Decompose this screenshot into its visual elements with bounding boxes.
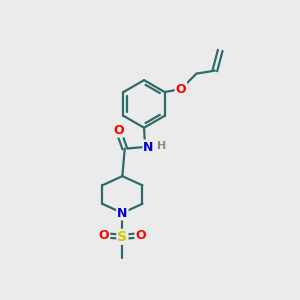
Text: H: H <box>157 141 167 152</box>
Text: S: S <box>117 230 128 244</box>
Text: O: O <box>113 124 124 136</box>
Text: O: O <box>99 229 109 242</box>
Text: N: N <box>143 140 154 154</box>
Text: O: O <box>176 82 186 96</box>
Text: O: O <box>136 229 146 242</box>
Text: N: N <box>117 206 128 220</box>
